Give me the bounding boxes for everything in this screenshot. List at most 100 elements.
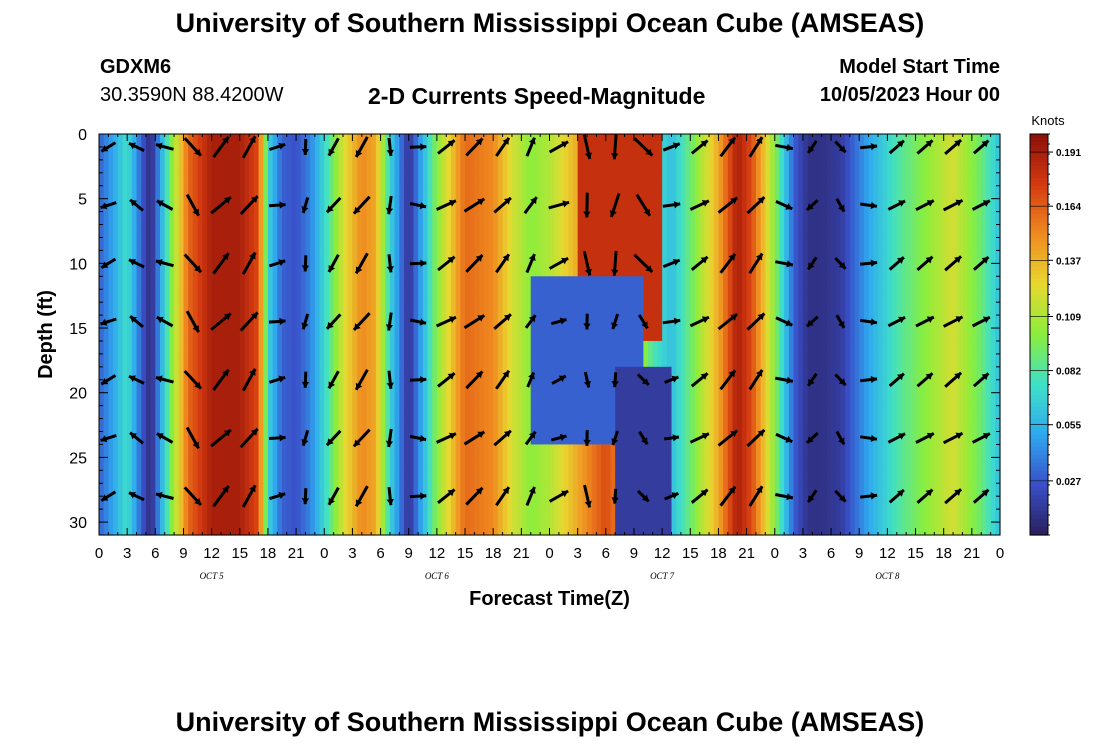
- heatmap-cell: [446, 302, 452, 316]
- heatmap-cell: [863, 444, 870, 458]
- heatmap-cell: [99, 159, 105, 174]
- heatmap-cell: [624, 211, 630, 226]
- heatmap-cell: [558, 418, 565, 433]
- heatmap-cell: [404, 457, 410, 471]
- heatmap-cell: [704, 198, 710, 213]
- heatmap-cell: [685, 302, 691, 316]
- heatmap-cell: [601, 211, 607, 226]
- heatmap-cell: [671, 237, 677, 252]
- heatmap-cell: [821, 392, 827, 407]
- heatmap-cell: [652, 340, 659, 355]
- heatmap-cell: [511, 185, 518, 200]
- heatmap-cell: [967, 134, 973, 148]
- heatmap-cell: [699, 276, 705, 290]
- heatmap-cell: [638, 276, 644, 290]
- heatmap-cell: [910, 211, 917, 226]
- heatmap-cell: [174, 405, 180, 420]
- heatmap-cell: [389, 146, 396, 161]
- heatmap-cell: [113, 172, 119, 187]
- heatmap-cell: [906, 134, 912, 148]
- heatmap-cell: [507, 224, 513, 239]
- heatmap-cell: [962, 198, 968, 213]
- heatmap-cell: [610, 159, 616, 174]
- heatmap-cell: [399, 366, 405, 381]
- heatmap-cell: [906, 366, 912, 381]
- heatmap-cell: [343, 198, 349, 213]
- heatmap-cell: [587, 198, 593, 213]
- heatmap-cell: [131, 444, 138, 458]
- heatmap-cell: [225, 159, 231, 174]
- heatmap-cell: [563, 134, 569, 148]
- heatmap-cell: [985, 328, 992, 342]
- heatmap-cell: [141, 250, 147, 264]
- heatmap-cell: [798, 198, 804, 213]
- heatmap-cell: [404, 185, 410, 200]
- heatmap-cell: [840, 340, 846, 355]
- heatmap-cell: [526, 340, 532, 355]
- heatmap-cell: [357, 328, 363, 342]
- heatmap-cell: [530, 146, 537, 161]
- heatmap-cell: [286, 379, 292, 394]
- heatmap-cell: [962, 134, 968, 148]
- heatmap-cell: [558, 211, 565, 226]
- heatmap-cell: [770, 315, 776, 329]
- heatmap-cell: [957, 237, 964, 252]
- heatmap-cell: [605, 366, 612, 381]
- heatmap-cell: [221, 224, 227, 239]
- heatmap-cell: [633, 172, 640, 187]
- heatmap-cell: [99, 405, 105, 420]
- heatmap-cell: [633, 211, 640, 226]
- heatmap-cell: [479, 418, 485, 433]
- heatmap-cell: [849, 263, 856, 277]
- heatmap-cell: [774, 431, 781, 446]
- heatmap-cell: [333, 431, 339, 446]
- heatmap-cell: [469, 263, 476, 277]
- heatmap-cell: [610, 457, 616, 471]
- heatmap-cell: [174, 211, 180, 226]
- heatmap-cell: [314, 276, 321, 290]
- heatmap-cell: [971, 211, 978, 226]
- heatmap-cell: [469, 302, 476, 316]
- heatmap-cell: [638, 134, 644, 148]
- heatmap-cell: [859, 250, 865, 264]
- heatmap-cell: [577, 172, 583, 187]
- heatmap-cell: [465, 237, 471, 252]
- heatmap-cell: [770, 379, 776, 394]
- heatmap-cell: [507, 263, 513, 277]
- heatmap-cell: [549, 366, 555, 381]
- heatmap-cell: [291, 392, 297, 407]
- heatmap-cell: [99, 431, 105, 446]
- heatmap-cell: [694, 185, 701, 200]
- heatmap-cell: [924, 418, 931, 433]
- heatmap-cell: [338, 340, 344, 355]
- heatmap-cell: [774, 134, 781, 148]
- heatmap-cell: [685, 366, 691, 381]
- heatmap-cell: [985, 457, 992, 471]
- heatmap-cell: [770, 198, 776, 213]
- heatmap-cell: [361, 353, 368, 368]
- heatmap-cell: [136, 379, 142, 394]
- heatmap-cell: [666, 250, 673, 264]
- heatmap-cell: [605, 302, 612, 316]
- heatmap-cell: [657, 198, 663, 213]
- heatmap-cell: [901, 224, 907, 239]
- heatmap-cell: [521, 237, 527, 252]
- heatmap-cell: [272, 405, 278, 420]
- heatmap-cell: [648, 315, 654, 329]
- heatmap-cell: [718, 289, 724, 303]
- heatmap-cell: [563, 263, 569, 277]
- heatmap-cell: [591, 134, 598, 148]
- heatmap-cell: [366, 353, 372, 368]
- heatmap-cell: [826, 172, 832, 187]
- heatmap-cell: [263, 353, 269, 368]
- heatmap-cell: [206, 224, 213, 239]
- heatmap-cell: [399, 457, 405, 471]
- heatmap-cell: [976, 146, 982, 161]
- heatmap-cell: [169, 237, 175, 252]
- heatmap-cell: [718, 185, 724, 200]
- heatmap-cell: [596, 146, 602, 161]
- heatmap-cell: [596, 211, 602, 226]
- heatmap-cell: [352, 353, 358, 368]
- heatmap-cell: [765, 353, 771, 368]
- heatmap-cell: [929, 146, 935, 161]
